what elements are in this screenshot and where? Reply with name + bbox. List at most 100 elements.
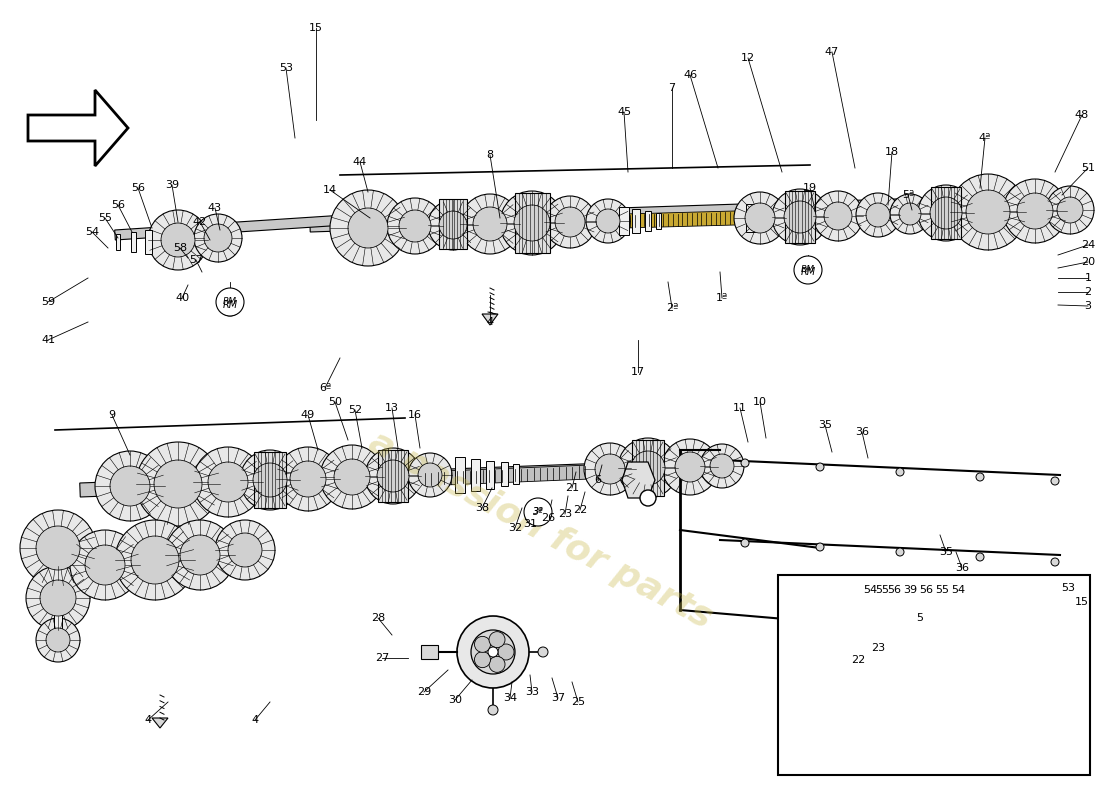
- Circle shape: [584, 443, 636, 495]
- Circle shape: [631, 451, 666, 485]
- Text: 4: 4: [144, 715, 152, 725]
- Circle shape: [1057, 197, 1084, 223]
- Polygon shape: [28, 90, 128, 166]
- Bar: [935, 630, 940, 650]
- Bar: [619, 207, 629, 235]
- Circle shape: [498, 644, 514, 660]
- Text: 43: 43: [208, 203, 222, 213]
- Circle shape: [488, 647, 498, 657]
- Bar: [931, 187, 961, 239]
- Text: 19: 19: [803, 183, 817, 193]
- Text: 51: 51: [1081, 163, 1094, 173]
- Circle shape: [816, 543, 824, 551]
- Text: 55: 55: [935, 585, 949, 595]
- Text: 59: 59: [41, 297, 55, 307]
- Text: 11: 11: [733, 403, 747, 413]
- Text: 56: 56: [131, 183, 145, 193]
- Circle shape: [471, 630, 515, 674]
- Circle shape: [276, 447, 340, 511]
- Circle shape: [976, 553, 984, 561]
- Text: RM: RM: [801, 267, 815, 277]
- Text: 30: 30: [448, 695, 462, 705]
- Circle shape: [490, 632, 505, 648]
- Text: 15: 15: [309, 23, 323, 33]
- Bar: [455, 457, 465, 493]
- Text: Vale fino al cambio Nr.198: Vale fino al cambio Nr.198: [836, 711, 1032, 725]
- Text: Valid till gearbox Nr.198: Valid till gearbox Nr.198: [844, 731, 1024, 745]
- Circle shape: [228, 533, 262, 567]
- Circle shape: [95, 451, 165, 521]
- Text: 3ª: 3ª: [532, 507, 543, 517]
- Circle shape: [813, 191, 864, 241]
- Bar: [500, 462, 507, 486]
- Bar: [960, 634, 964, 646]
- Text: 57: 57: [189, 255, 204, 265]
- Circle shape: [85, 545, 125, 585]
- Circle shape: [798, 261, 820, 283]
- Circle shape: [866, 203, 890, 227]
- Circle shape: [456, 616, 529, 688]
- Text: 24: 24: [1081, 240, 1096, 250]
- Text: 40: 40: [175, 293, 189, 303]
- Bar: [378, 450, 408, 502]
- Circle shape: [161, 223, 195, 257]
- Text: 22: 22: [573, 505, 587, 515]
- Text: 28: 28: [371, 613, 385, 623]
- Text: 3: 3: [1085, 301, 1091, 311]
- Circle shape: [473, 207, 507, 241]
- Circle shape: [741, 459, 749, 467]
- Circle shape: [524, 498, 552, 526]
- Text: 14: 14: [323, 185, 337, 195]
- Circle shape: [214, 520, 275, 580]
- Text: 10: 10: [754, 397, 767, 407]
- Text: 4ª: 4ª: [979, 133, 991, 143]
- Text: 44: 44: [353, 157, 367, 167]
- Bar: [144, 230, 152, 254]
- Bar: [632, 440, 664, 496]
- Text: 20: 20: [1081, 257, 1096, 267]
- Circle shape: [595, 454, 625, 484]
- Text: 34: 34: [503, 693, 517, 703]
- Bar: [778, 575, 1090, 775]
- Circle shape: [1003, 179, 1067, 243]
- Text: 23: 23: [558, 509, 572, 519]
- Bar: [908, 626, 916, 654]
- Text: 16: 16: [408, 410, 422, 420]
- Circle shape: [208, 462, 248, 502]
- Circle shape: [586, 199, 630, 243]
- Bar: [645, 211, 651, 231]
- Circle shape: [544, 196, 596, 248]
- Circle shape: [700, 444, 744, 488]
- Text: 53: 53: [1062, 583, 1075, 593]
- Text: 56: 56: [918, 585, 933, 595]
- Text: 39: 39: [903, 585, 917, 595]
- Text: 36: 36: [855, 427, 869, 437]
- Text: 9: 9: [109, 410, 116, 420]
- Circle shape: [976, 473, 984, 481]
- Text: 18: 18: [884, 147, 899, 157]
- Text: 39: 39: [165, 180, 179, 190]
- Text: 26: 26: [541, 513, 556, 523]
- Text: 45: 45: [617, 107, 631, 117]
- Circle shape: [253, 463, 287, 497]
- Circle shape: [330, 190, 406, 266]
- Text: 1: 1: [1085, 273, 1091, 283]
- Text: 58: 58: [173, 243, 187, 253]
- Circle shape: [490, 656, 505, 672]
- Circle shape: [816, 463, 824, 471]
- Text: 35: 35: [939, 547, 953, 557]
- Text: 33: 33: [525, 687, 539, 697]
- Text: 15: 15: [1075, 597, 1089, 607]
- Circle shape: [418, 463, 442, 487]
- Text: 4: 4: [252, 715, 258, 725]
- Circle shape: [399, 210, 431, 242]
- Polygon shape: [482, 314, 498, 325]
- Text: RM: RM: [801, 266, 815, 274]
- Text: RM: RM: [223, 298, 236, 306]
- Circle shape: [439, 211, 468, 239]
- Bar: [421, 645, 438, 659]
- Circle shape: [866, 618, 910, 662]
- Text: a passion for parts: a passion for parts: [363, 425, 717, 635]
- Text: 52: 52: [348, 405, 362, 415]
- Text: 55: 55: [98, 213, 112, 223]
